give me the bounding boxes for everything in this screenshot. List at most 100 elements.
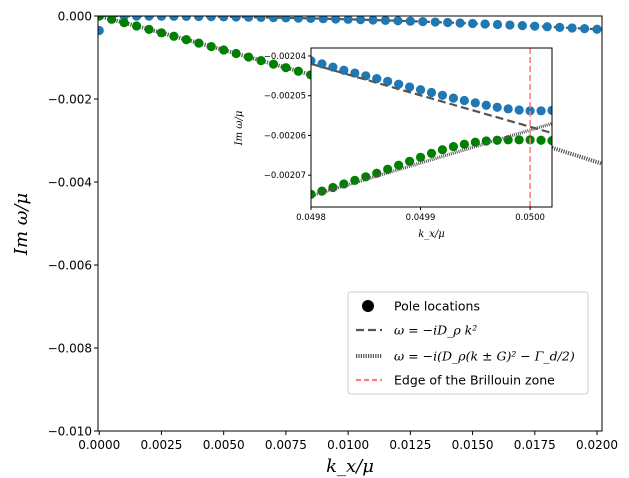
main-point: [405, 16, 415, 26]
main-point: [393, 16, 403, 26]
main-point: [355, 16, 366, 25]
inset-point: [426, 148, 437, 158]
inset-point: [361, 172, 371, 182]
main-point: [492, 19, 503, 30]
main-xtick-label: 0.0175: [514, 438, 556, 452]
inset-line: [311, 62, 552, 135]
inset-xtick-label: 0.0500: [515, 213, 545, 223]
main-ylabel: Im ω/μ: [11, 193, 32, 256]
main-xtick-label: 0.0000: [78, 438, 120, 452]
inset-ytick-label: −0.00207: [264, 171, 306, 181]
inset-point: [459, 139, 469, 149]
inset-point: [514, 135, 524, 145]
main-axes: 0.0000 0.0025 0.0050 0.0075 0.0100 0.0125 0.01…: [11, 0, 618, 478]
main-point: [144, 0, 153, 7]
inset-point: [426, 87, 437, 98]
inset-point: [404, 156, 415, 166]
inset-point: [547, 105, 552, 116]
main-point: [219, 16, 229, 22]
main-point: [144, 24, 154, 35]
inset-point: [492, 102, 502, 112]
main-point: [231, 48, 241, 59]
main-point: [256, 16, 266, 22]
inset-point: [415, 85, 426, 95]
inset-ytick-label: −0.00206: [264, 131, 306, 141]
main-point: [243, 52, 254, 62]
main-xtick-label: 0.0200: [576, 438, 618, 452]
main-point: [157, 0, 166, 4]
main-point: [131, 21, 142, 31]
inset-point: [394, 79, 404, 89]
main-xtick-label: 0.0150: [452, 438, 494, 452]
main-point: [418, 17, 428, 27]
main-point: [132, 2, 141, 11]
main-point: [443, 17, 453, 28]
main-point: [169, 31, 179, 41]
inset-point: [437, 90, 448, 100]
main-point: [542, 22, 552, 32]
inset-point: [404, 82, 415, 92]
main-ytick-label: −0.008: [48, 342, 92, 356]
main-point: [156, 16, 167, 21]
main-xlabel: k_x/μ: [326, 456, 374, 477]
main-frame: [97, 15, 603, 432]
inset-point: [448, 141, 459, 152]
inset-xtick-label: 0.0498: [296, 213, 326, 223]
main-point: [530, 21, 540, 31]
main-point: [231, 16, 241, 22]
main-point: [181, 35, 191, 45]
inset-point: [415, 152, 426, 162]
main-point: [256, 55, 266, 66]
inset-ylabel: Im ω/μ: [234, 111, 245, 147]
main-ytick-label: −0.006: [48, 259, 92, 273]
inset-ytick-label: −0.00204: [264, 52, 306, 62]
legend-label: Edge of the Brillouin zone: [394, 373, 555, 388]
inset-point: [459, 95, 469, 106]
main-point: [243, 16, 254, 22]
main-point: [219, 45, 229, 55]
main-point: [107, 16, 117, 24]
inset-point: [536, 135, 546, 145]
main-point: [156, 28, 167, 38]
inset-point: [470, 98, 480, 108]
main-point: [318, 16, 328, 24]
main-point: [467, 18, 478, 29]
main-xtick-label: 0.0100: [327, 438, 369, 452]
main-point: [119, 18, 129, 28]
inset-point: [547, 136, 552, 146]
main-point: [131, 16, 142, 21]
legend-marker-circle: [362, 300, 374, 312]
inset-point: [328, 62, 338, 72]
inset-point: [448, 93, 459, 103]
main-point: [194, 16, 204, 22]
legend: Pole locations ω = −iD_ρ k² ω = −i(D_ρ(k ±…: [347, 291, 589, 395]
main-point: [120, 5, 129, 14]
main-point: [480, 19, 490, 29]
main-point: [268, 59, 279, 69]
main-point: [98, 25, 104, 36]
main-point: [579, 24, 590, 34]
inset-ytick-label: −0.00205: [264, 92, 306, 102]
legend-box: [347, 291, 589, 395]
main-point: [517, 20, 527, 31]
main-xtick-label: 0.0075: [265, 438, 307, 452]
main-point: [181, 16, 191, 22]
main-point: [169, 16, 179, 21]
main-point: [430, 17, 440, 27]
main-point: [206, 41, 216, 52]
inset-frame: [310, 47, 553, 208]
main-ytick-label: −0.004: [48, 176, 92, 190]
inset-xtick-label: 0.0499: [406, 213, 436, 223]
inset-point: [311, 56, 316, 66]
legend-label: ω = −i(D_ρ(k ± G)² − Γ_d/2): [394, 349, 575, 364]
inset-point: [317, 59, 327, 69]
main-point: [343, 16, 353, 24]
inset-plot-area: [311, 48, 552, 207]
main-point: [592, 24, 602, 34]
main-point: [169, 0, 178, 1]
main-xtick-label: 0.0025: [140, 438, 182, 452]
inset-point: [503, 135, 513, 145]
main-ytick-label: −0.010: [48, 425, 92, 439]
main-point: [268, 16, 279, 23]
